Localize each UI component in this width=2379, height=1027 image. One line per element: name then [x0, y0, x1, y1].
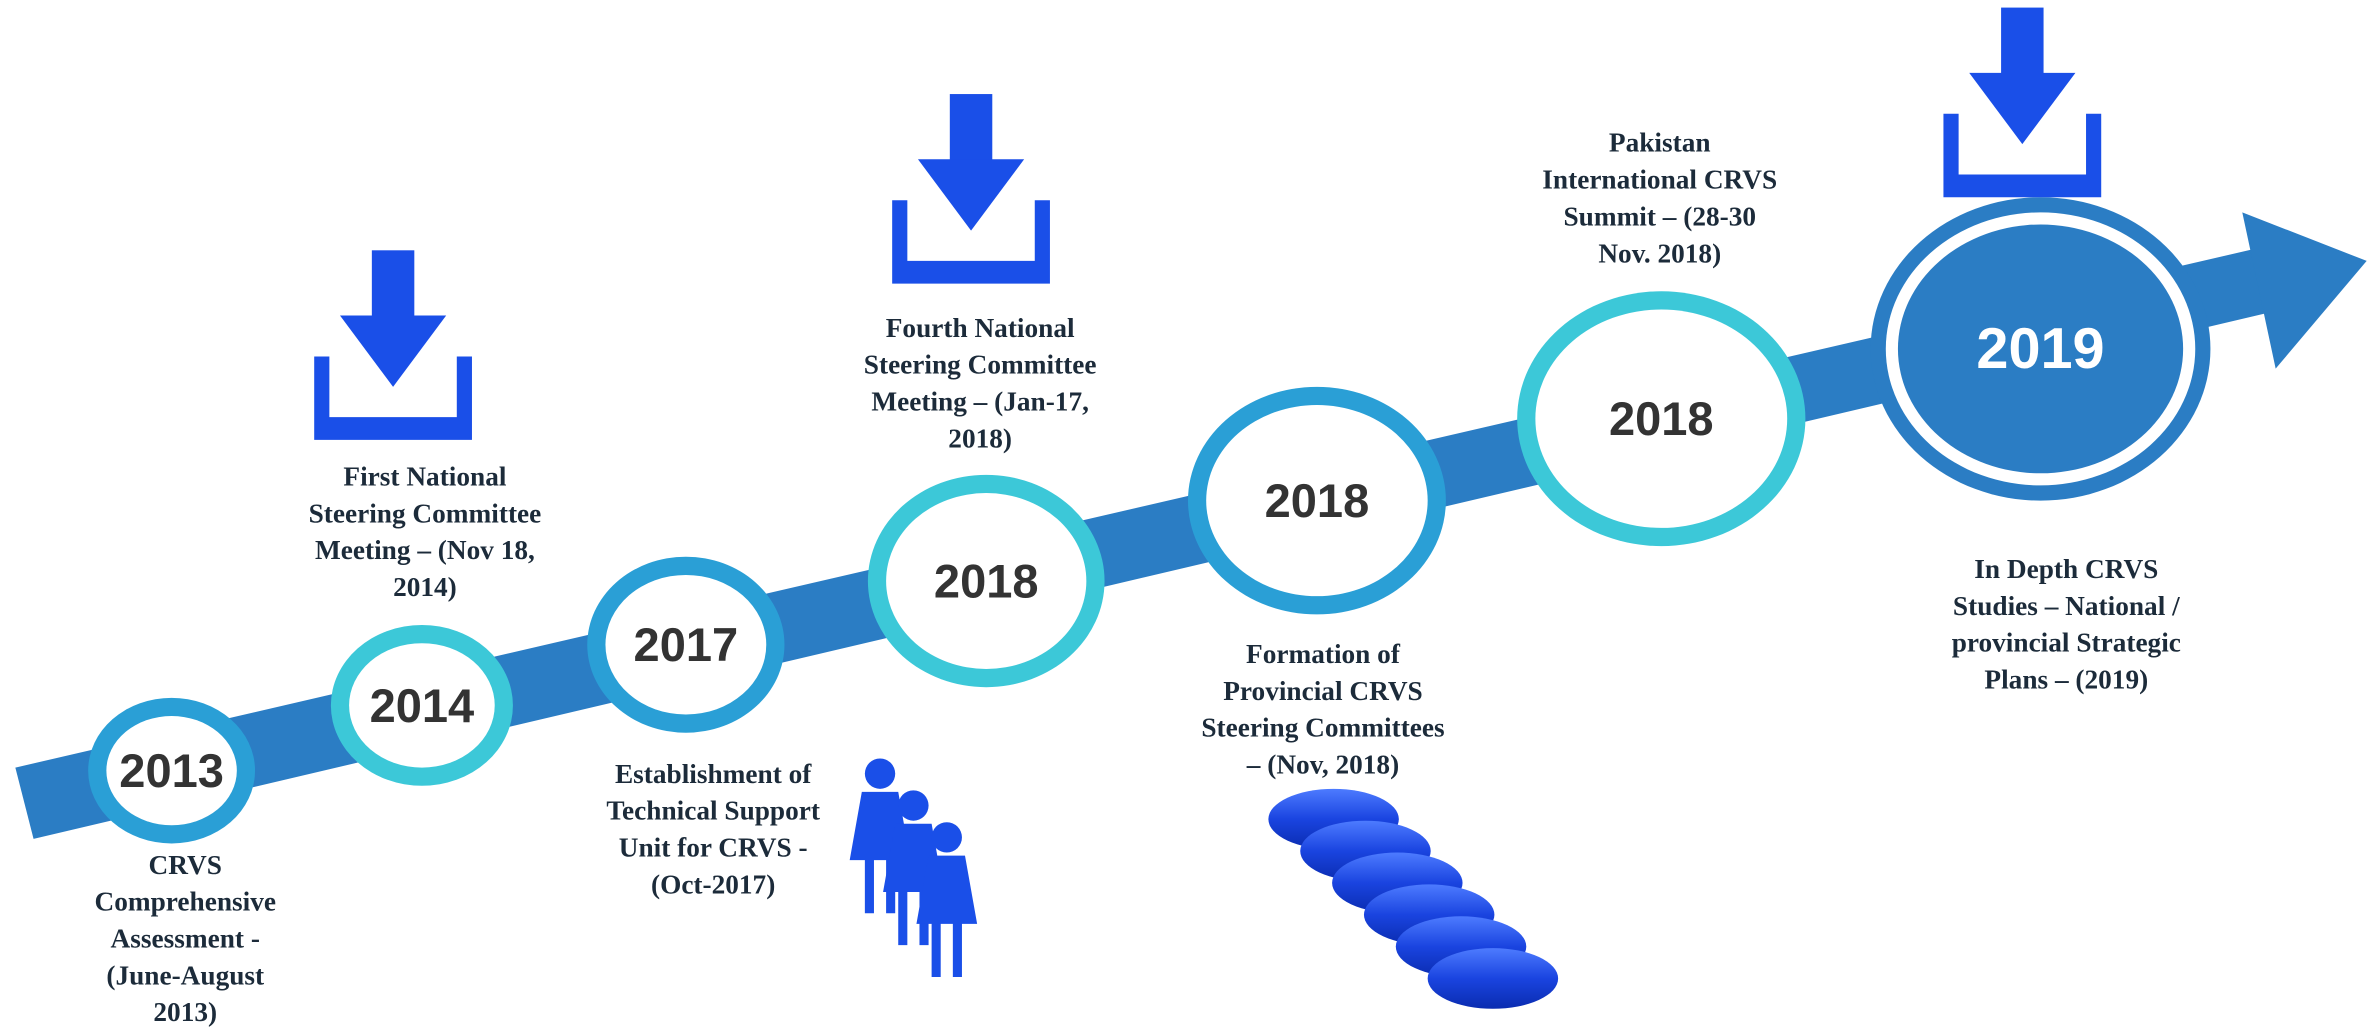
milestone-label: Formation of — [1246, 639, 1401, 669]
milestone-label: Steering Committee — [864, 350, 1097, 380]
milestone-label: – (Nov, 2018) — [1246, 750, 1399, 780]
milestone-year: 2014 — [370, 679, 475, 732]
milestone-year: 2017 — [634, 618, 739, 671]
milestone-label: (June-August — [106, 960, 264, 990]
milestone-label: Provincial CRVS — [1223, 676, 1422, 706]
download-icon[interactable] — [892, 94, 1050, 284]
milestone-label: 2014) — [393, 572, 457, 602]
milestone-label: Plans – (2019) — [1984, 665, 2148, 695]
milestone-label: 2013) — [153, 997, 217, 1027]
milestone-label: CRVS — [149, 850, 222, 880]
milestone-label: Technical Support — [606, 796, 820, 826]
milestone-label: Summit – (28-30 — [1563, 201, 1756, 231]
milestone-label: First National — [343, 461, 506, 491]
milestone-label: Nov. 2018) — [1598, 238, 1721, 268]
milestone-label: International CRVS — [1542, 165, 1777, 195]
milestone-label: (Oct-2017) — [651, 869, 775, 899]
milestone-label: Establishment of — [615, 759, 812, 789]
pills-icon — [1268, 789, 1558, 1009]
milestone-year: 2018 — [934, 555, 1039, 608]
milestone-label: Unit for CRVS - — [619, 832, 808, 862]
milestone-label: Steering Committee — [309, 498, 542, 528]
download-icon[interactable] — [314, 250, 472, 440]
milestone-year: 2019 — [1976, 317, 2104, 381]
milestone-label: In Depth CRVS — [1974, 554, 2158, 584]
milestone-label: provincial Strategic — [1952, 628, 2181, 658]
milestone-year: 2018 — [1265, 474, 1370, 527]
milestone-label: Comprehensive — [95, 887, 276, 917]
milestone-label: Pakistan — [1609, 128, 1711, 158]
milestone-year: 2013 — [119, 744, 224, 797]
timeline: 2013 CRVS Comprehensive Assessment - (June-A… — [0, 0, 2379, 1027]
milestone-label: Fourth National — [886, 313, 1075, 343]
milestone-year: 2018 — [1609, 392, 1714, 445]
people-icon — [850, 758, 977, 976]
milestone-label: Assessment - — [111, 924, 260, 954]
milestone-label: Meeting – (Jan-17, — [871, 386, 1089, 416]
milestone-label: Studies – National / — [1953, 591, 2180, 621]
download-icon[interactable] — [1943, 8, 2101, 198]
milestone-label: Steering Committees — [1201, 713, 1444, 743]
milestone-label: Meeting – (Nov 18, — [315, 535, 535, 565]
milestone-label: 2018) — [948, 423, 1012, 453]
